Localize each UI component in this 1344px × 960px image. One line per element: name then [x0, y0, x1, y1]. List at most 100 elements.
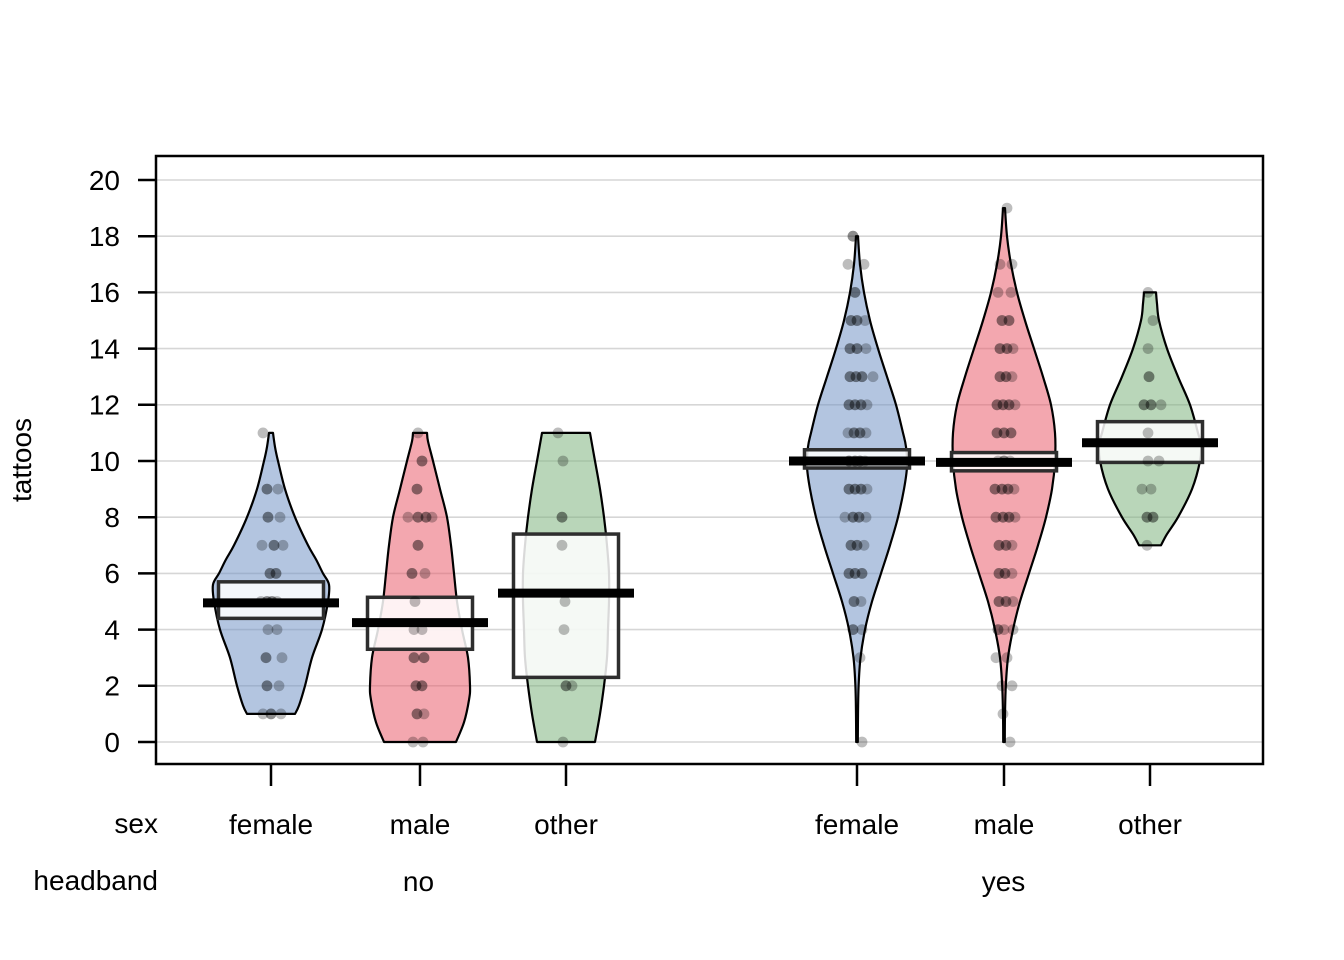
data-point-female-no	[268, 539, 280, 551]
data-point-female-yes	[860, 343, 872, 354]
data-point-female-no	[262, 511, 274, 523]
data-point-male-no	[416, 680, 428, 692]
data-point-other-yes	[1155, 399, 1167, 411]
data-point-female-no	[272, 483, 284, 495]
data-point-male-yes	[997, 399, 1009, 411]
data-point-female-no	[268, 539, 280, 551]
data-point-male-no	[410, 680, 422, 692]
data-point-male-no	[418, 708, 430, 720]
data-point-female-yes	[847, 511, 859, 523]
data-point-female-yes	[844, 343, 856, 354]
data-point-female-yes	[860, 427, 872, 439]
data-point-female-yes	[843, 399, 855, 411]
data-point-female-yes	[858, 258, 870, 270]
data-point-female-yes	[844, 371, 856, 383]
data-point-female-yes	[851, 539, 863, 551]
data-point-other-no	[566, 680, 578, 692]
data-point-male-yes	[1001, 343, 1013, 354]
data-point-female-yes	[850, 371, 862, 383]
data-point-other-yes	[1145, 399, 1157, 411]
data-point-female-no	[256, 539, 268, 551]
data-point-female-no	[277, 539, 289, 551]
data-point-female-yes	[851, 343, 863, 354]
x-category-label-other-no: other	[534, 809, 598, 840]
data-point-female-no	[257, 708, 269, 720]
data-point-female-yes	[856, 371, 868, 383]
data-point-female-yes	[845, 539, 857, 551]
data-point-female-yes	[844, 371, 856, 383]
data-point-male-yes	[1009, 399, 1021, 411]
data-point-male-yes	[994, 258, 1006, 270]
data-point-other-no	[557, 455, 569, 467]
axis-frame	[138, 154, 1265, 786]
data-point-other-yes	[1153, 455, 1165, 467]
data-point-female-no	[264, 568, 276, 579]
data-point-male-yes	[992, 624, 1004, 635]
data-point-male-yes	[997, 511, 1009, 523]
data-point-male-no	[416, 455, 428, 467]
data-point-male-yes	[1000, 371, 1012, 383]
data-point-male-yes	[992, 624, 1004, 635]
data-point-female-yes	[843, 568, 855, 579]
y-tick-label-2: 2	[104, 671, 120, 702]
data-point-male-no	[416, 455, 428, 467]
data-point-male-yes	[990, 511, 1002, 523]
data-point-female-yes	[848, 596, 860, 607]
data-point-male-yes	[994, 371, 1006, 383]
data-point-male-no	[418, 652, 430, 664]
data-point-female-no	[271, 624, 283, 635]
data-point-other-yes	[1136, 483, 1148, 495]
x-category-label-female-no: female	[229, 809, 313, 840]
data-point-female-yes	[845, 539, 857, 551]
data-point-male-yes	[1000, 596, 1012, 607]
group-label-yes: yes	[982, 866, 1026, 897]
mean-lines	[203, 438, 1218, 628]
data-point-male-yes	[1005, 287, 1017, 298]
data-point-male-yes	[1005, 427, 1017, 439]
gridlines	[156, 179, 1263, 743]
data-point-male-no	[411, 483, 423, 495]
data-point-female-yes	[845, 315, 857, 326]
data-point-male-no	[419, 568, 431, 579]
data-point-male-yes	[998, 427, 1010, 439]
data-point-female-yes	[854, 652, 866, 664]
data-point-female-yes	[855, 399, 867, 411]
x-category-label-other-yes: other	[1118, 809, 1182, 840]
data-point-female-yes	[849, 287, 861, 298]
data-point-male-no	[406, 568, 418, 579]
data-point-male-no	[417, 736, 429, 748]
data-point-male-yes	[999, 568, 1011, 579]
data-point-male-yes	[1001, 202, 1013, 214]
data-point-other-yes	[1147, 511, 1159, 523]
data-point-female-yes	[847, 230, 859, 242]
data-point-male-no	[426, 511, 438, 523]
data-point-female-yes	[856, 371, 868, 383]
data-point-female-yes	[851, 343, 863, 354]
data-point-female-no	[275, 708, 287, 720]
data-point-male-no	[408, 652, 420, 664]
data-point-female-yes	[856, 568, 868, 579]
data-point-female-no	[270, 568, 282, 579]
data-point-other-yes	[1141, 511, 1153, 523]
y-tick-label-16: 16	[89, 277, 120, 308]
data-point-female-yes	[856, 736, 868, 748]
data-point-female-no	[262, 511, 274, 523]
data-point-male-yes	[1003, 315, 1015, 326]
y-tick-label-20: 20	[89, 165, 120, 196]
violins	[211, 207, 1203, 744]
data-point-female-no	[264, 568, 276, 579]
data-point-female-yes	[844, 343, 856, 354]
data-point-male-yes	[993, 539, 1005, 551]
y-tick-label-6: 6	[104, 558, 120, 589]
data-point-male-yes	[1000, 596, 1012, 607]
y-tick-label-4: 4	[104, 614, 120, 645]
data-point-male-yes	[1003, 511, 1015, 523]
y-tick-label-10: 10	[89, 446, 120, 477]
data-point-male-yes	[996, 680, 1008, 692]
data-point-other-yes	[1147, 315, 1159, 326]
data-point-female-yes	[861, 399, 873, 411]
data-point-male-yes	[991, 399, 1003, 411]
inference-box-other-no	[511, 532, 621, 680]
data-point-female-no	[274, 511, 286, 523]
data-point-female-yes	[843, 483, 855, 495]
